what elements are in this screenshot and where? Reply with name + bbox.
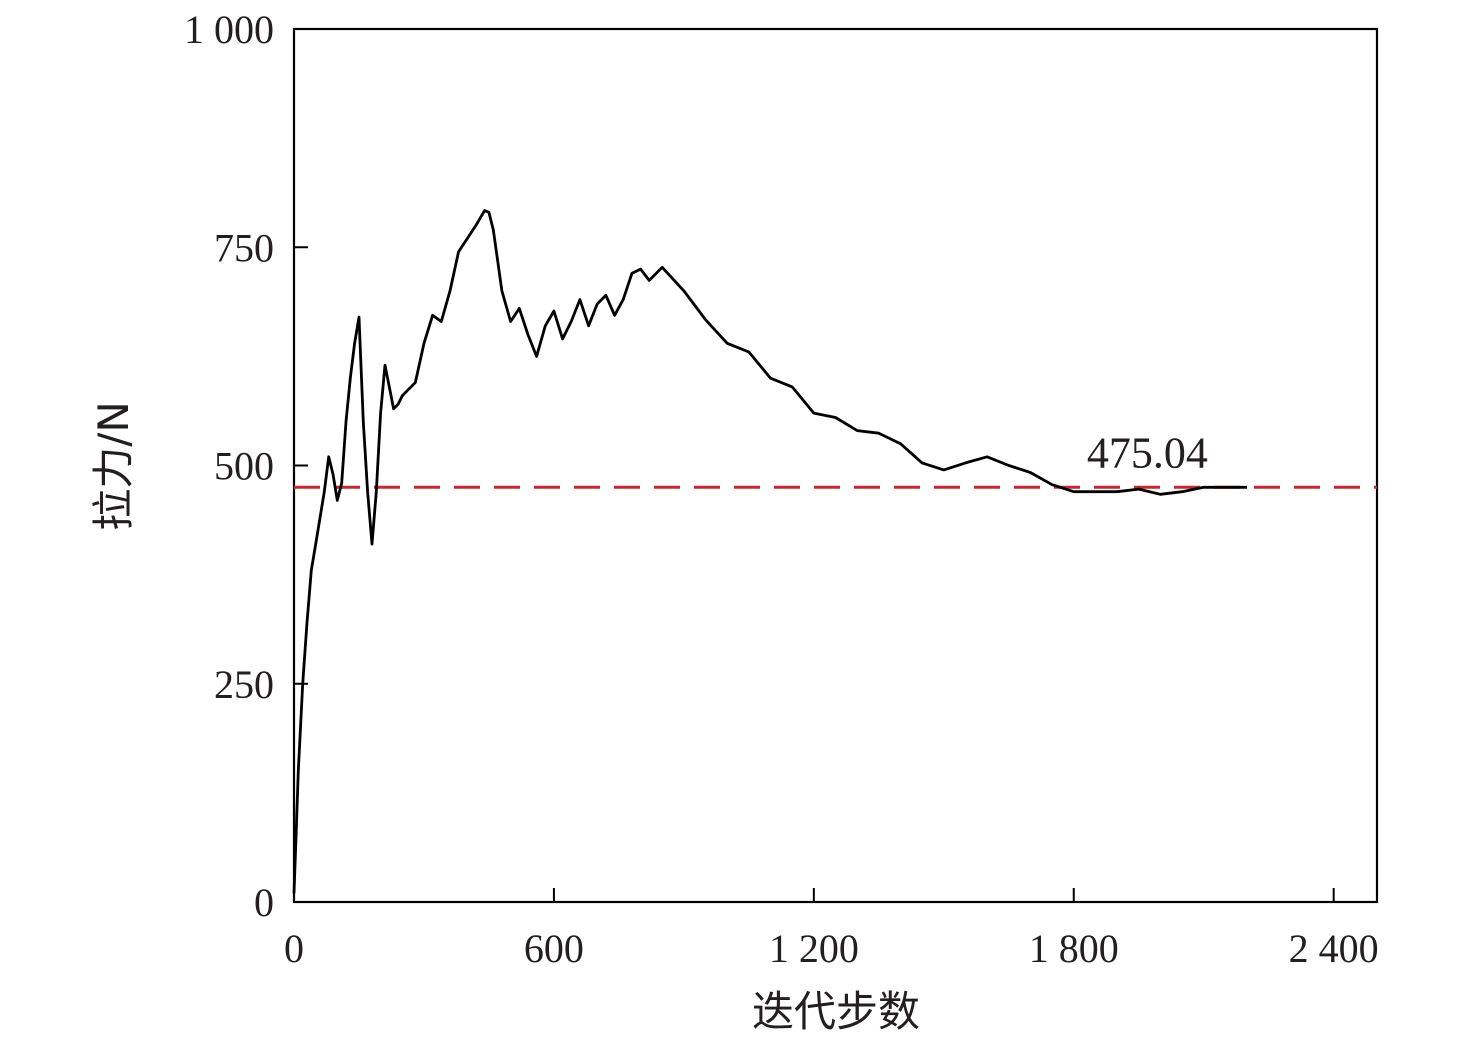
tick-labels: 0 600 1 200 1 800 2 400 0 250 500 750 1 000 bbox=[184, 7, 1379, 971]
x-tick-label: 2 400 bbox=[1289, 926, 1379, 971]
y-tick-label: 500 bbox=[214, 444, 274, 489]
y-tick-label: 750 bbox=[214, 225, 274, 270]
series-line bbox=[292, 209, 1247, 894]
x-tick-label: 1 800 bbox=[1029, 926, 1119, 971]
axis-ticks bbox=[293, 28, 1335, 903]
y-tick-label: 250 bbox=[214, 662, 274, 707]
y-tick-label: 1 000 bbox=[184, 7, 274, 52]
x-tick-label: 600 bbox=[524, 926, 584, 971]
y-tick-label: 0 bbox=[254, 880, 274, 925]
x-tick-label: 0 bbox=[284, 926, 304, 971]
y-axis-title: 拉力/N bbox=[89, 401, 138, 531]
x-axis-title: 迭代步数 bbox=[752, 987, 920, 1036]
plot-frame bbox=[292, 27, 1379, 904]
reference-value-label: 475.04 bbox=[1087, 428, 1208, 477]
x-tick-label: 1 200 bbox=[769, 926, 859, 971]
